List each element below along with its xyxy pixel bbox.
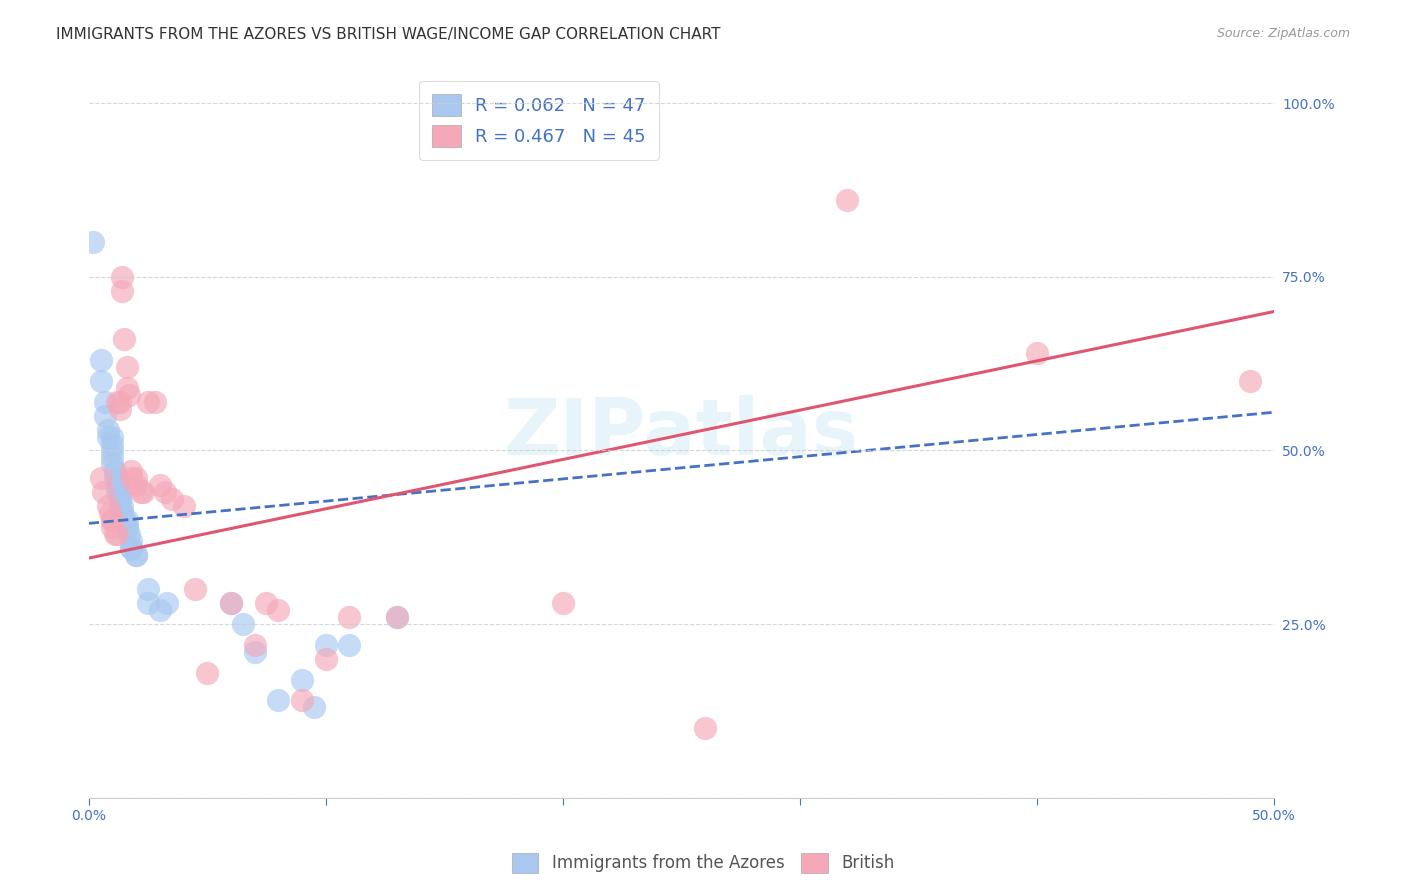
Point: [111, 269, 134, 284]
Point: [551, 596, 574, 610]
Point: [156, 596, 179, 610]
Point: [104, 526, 127, 541]
Point: [101, 513, 124, 527]
Legend: Immigrants from the Azores, British: Immigrants from the Azores, British: [505, 847, 901, 880]
Point: [315, 652, 337, 666]
Point: [91, 485, 114, 500]
Point: [837, 194, 859, 208]
Point: [112, 513, 135, 527]
Point: [132, 485, 155, 500]
Point: [120, 471, 142, 485]
Point: [339, 638, 361, 652]
Point: [149, 603, 172, 617]
Point: [267, 693, 290, 707]
Point: [385, 610, 408, 624]
Point: [104, 464, 127, 478]
Point: [184, 582, 207, 597]
Point: [97, 499, 120, 513]
Point: [243, 645, 266, 659]
Point: [111, 506, 134, 520]
Point: [125, 548, 148, 562]
Point: [112, 332, 135, 346]
Point: [243, 638, 266, 652]
Text: Source: ZipAtlas.com: Source: ZipAtlas.com: [1216, 27, 1350, 40]
Point: [101, 520, 124, 534]
Point: [108, 491, 131, 506]
Point: [115, 360, 138, 375]
Text: IMMIGRANTS FROM THE AZORES VS BRITISH WAGE/INCOME GAP CORRELATION CHART: IMMIGRANTS FROM THE AZORES VS BRITISH WA…: [56, 27, 721, 42]
Point: [101, 450, 124, 465]
Point: [118, 526, 141, 541]
Point: [136, 582, 159, 597]
Point: [160, 491, 183, 506]
Point: [101, 443, 124, 458]
Point: [115, 381, 138, 395]
Point: [120, 533, 142, 548]
Point: [136, 395, 159, 409]
Point: [115, 513, 138, 527]
Point: [90, 374, 112, 388]
Point: [104, 471, 127, 485]
Point: [232, 617, 254, 632]
Point: [125, 478, 148, 492]
Point: [90, 471, 112, 485]
Point: [302, 700, 325, 714]
Point: [90, 353, 112, 368]
Point: [125, 471, 148, 485]
Point: [101, 513, 124, 527]
Point: [291, 693, 314, 707]
Point: [219, 596, 242, 610]
Point: [125, 548, 148, 562]
Point: [291, 673, 314, 687]
Point: [94, 395, 117, 409]
Point: [129, 485, 152, 500]
Point: [1025, 346, 1047, 360]
Point: [385, 610, 408, 624]
Point: [101, 429, 124, 443]
Point: [111, 506, 134, 520]
Point: [120, 464, 142, 478]
Point: [108, 499, 131, 513]
Text: ZIPatlas: ZIPatlas: [503, 395, 859, 471]
Point: [153, 485, 176, 500]
Point: [108, 491, 131, 506]
Point: [105, 395, 128, 409]
Point: [1239, 374, 1261, 388]
Point: [120, 541, 142, 555]
Point: [111, 499, 134, 513]
Point: [219, 596, 242, 610]
Point: [97, 423, 120, 437]
Point: [94, 409, 117, 423]
Point: [112, 513, 135, 527]
Point: [118, 388, 141, 402]
Legend: R = 0.062   N = 47, R = 0.467   N = 45: R = 0.062 N = 47, R = 0.467 N = 45: [419, 81, 658, 160]
Point: [105, 478, 128, 492]
Point: [136, 596, 159, 610]
Point: [101, 436, 124, 450]
Point: [98, 506, 121, 520]
Point: [339, 610, 361, 624]
Point: [108, 401, 131, 416]
Point: [120, 541, 142, 555]
Point: [315, 638, 337, 652]
Point: [143, 395, 166, 409]
Point: [97, 429, 120, 443]
Point: [108, 395, 131, 409]
Point: [105, 485, 128, 500]
Point: [693, 721, 716, 735]
Point: [149, 478, 172, 492]
Point: [115, 520, 138, 534]
Point: [111, 284, 134, 298]
Point: [105, 526, 128, 541]
Point: [256, 596, 278, 610]
Point: [108, 485, 131, 500]
Point: [82, 235, 104, 249]
Point: [101, 458, 124, 472]
Point: [115, 520, 138, 534]
Point: [195, 665, 218, 680]
Point: [173, 499, 195, 513]
Point: [267, 603, 290, 617]
Point: [105, 471, 128, 485]
